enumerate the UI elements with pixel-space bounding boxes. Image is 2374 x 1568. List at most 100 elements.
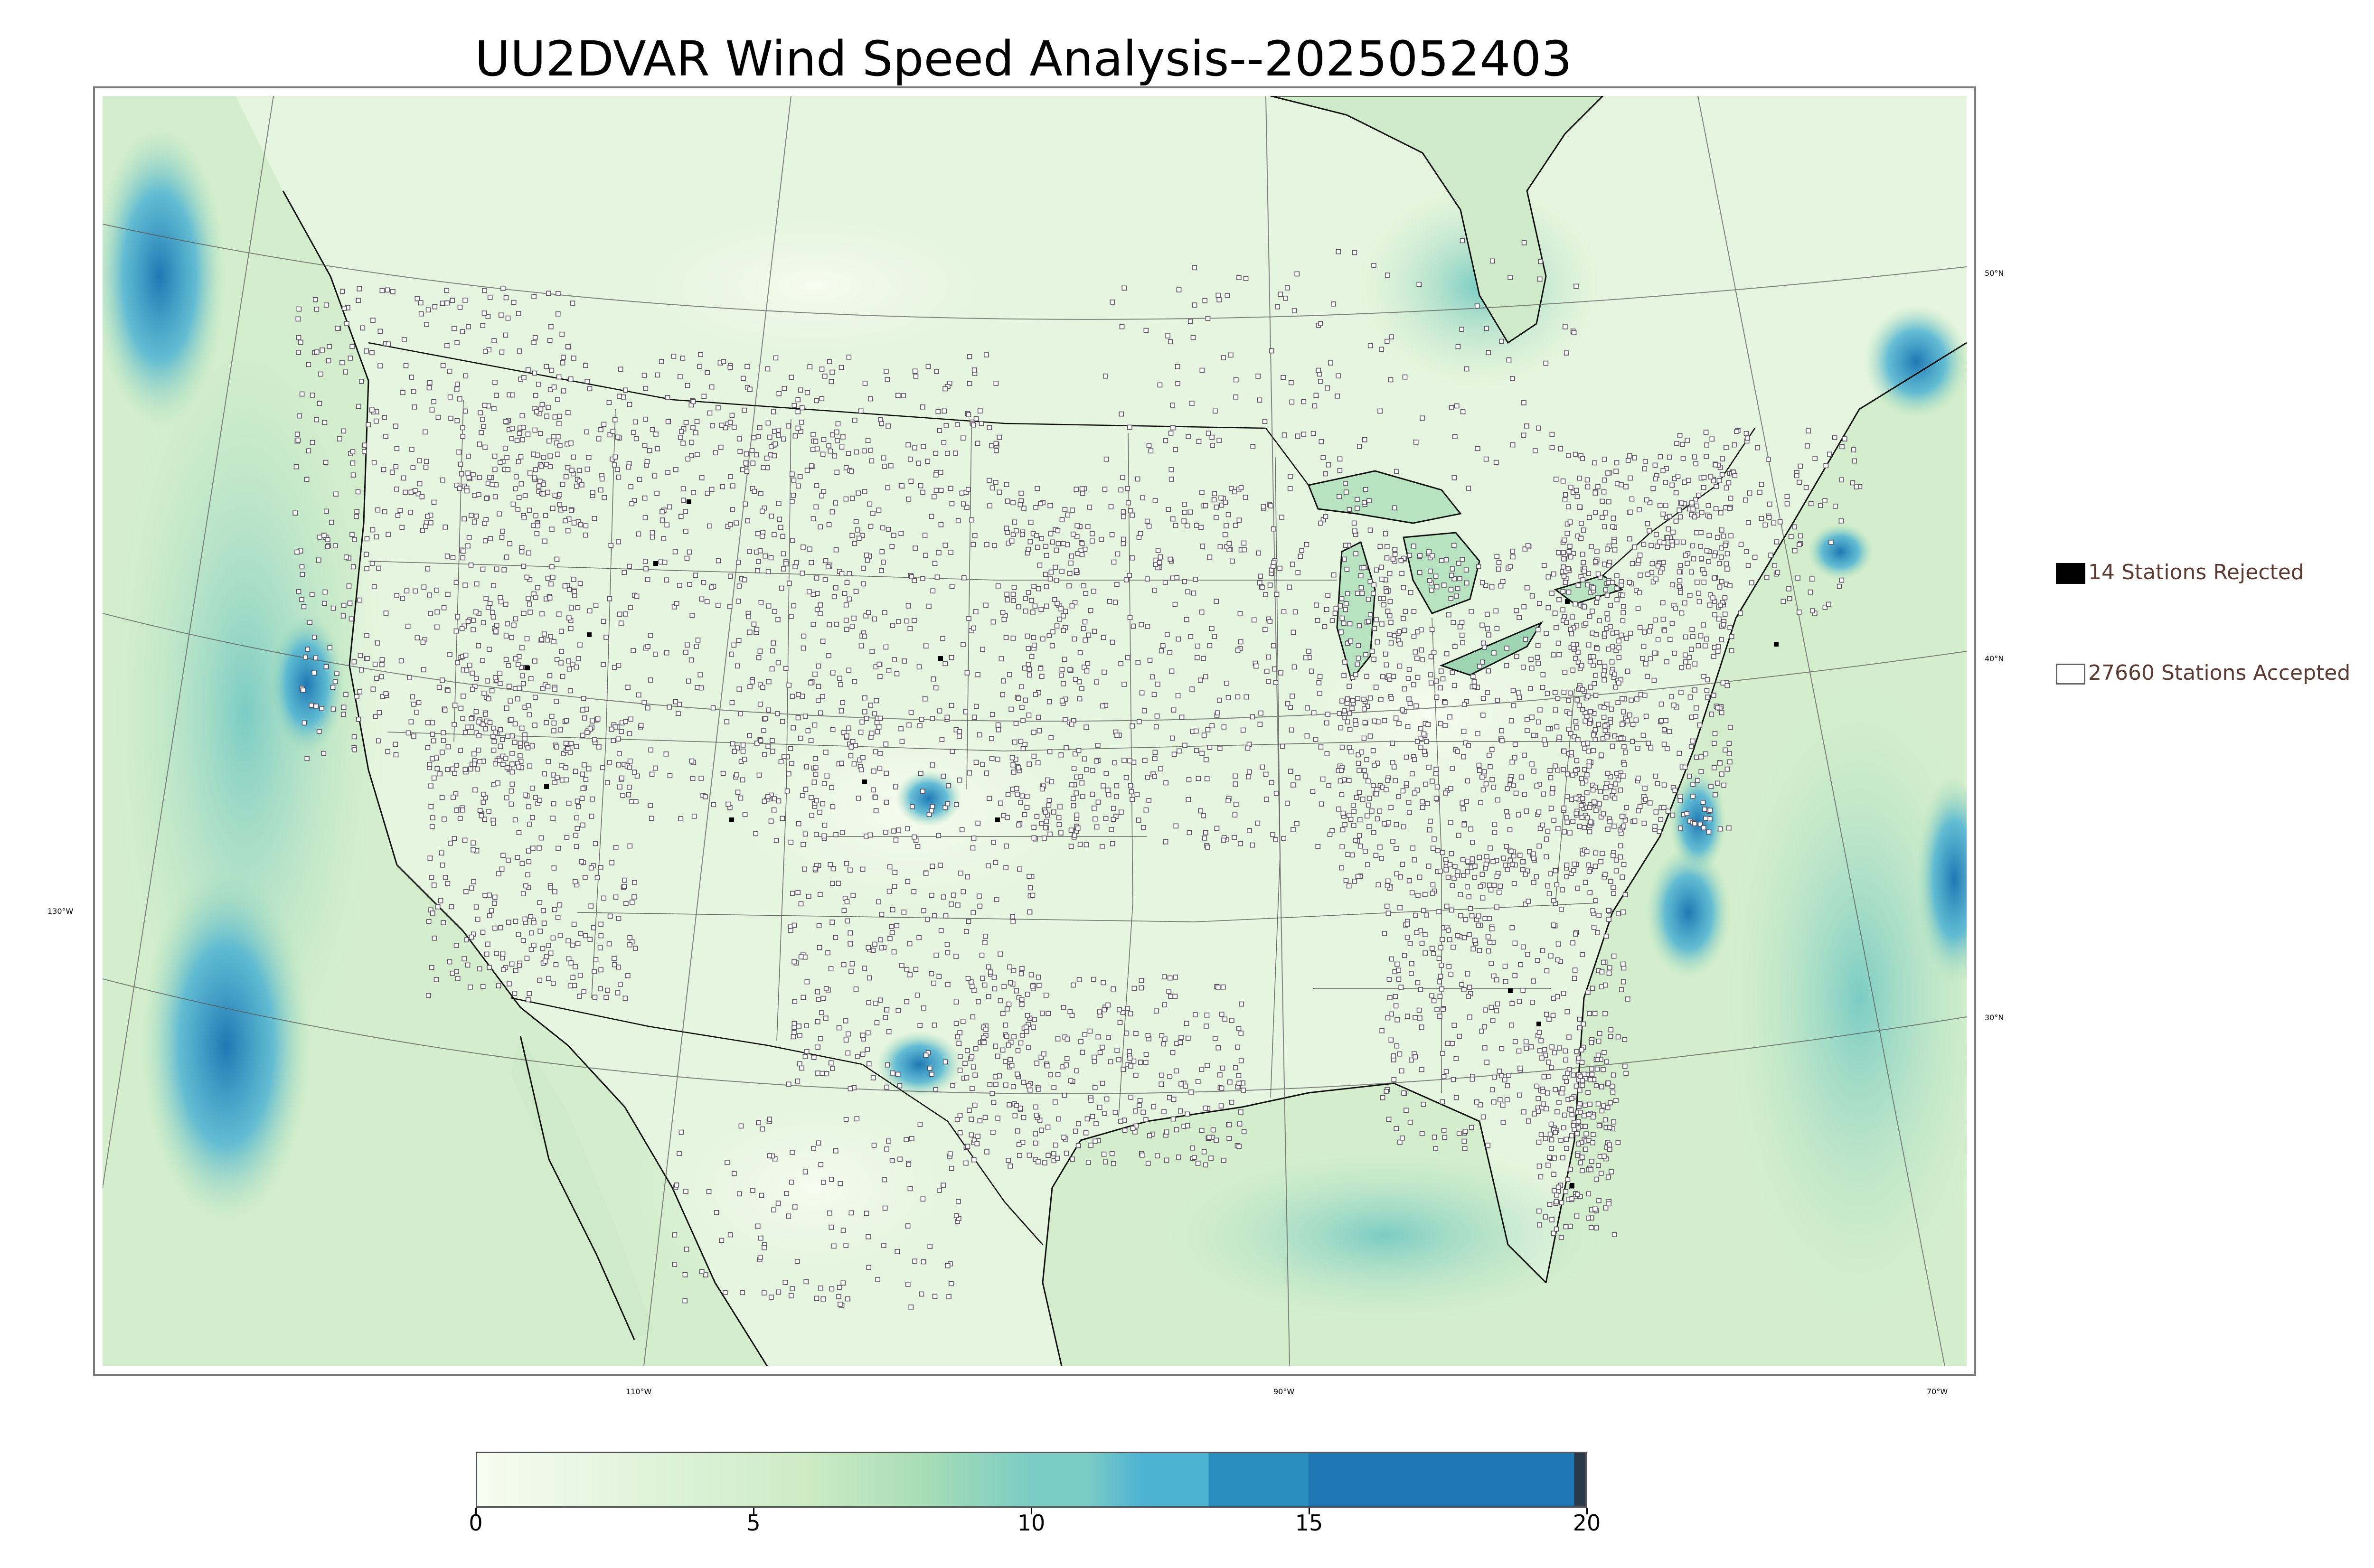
station-accepted-marker — [1514, 608, 1519, 613]
station-accepted-marker — [1135, 660, 1141, 666]
station-accepted-marker — [351, 747, 357, 752]
station-accepted-marker — [1392, 552, 1398, 557]
station-accepted-marker — [1027, 873, 1032, 879]
station-accepted-marker — [1478, 800, 1483, 805]
station-accepted-marker — [558, 660, 564, 666]
station-accepted-marker — [305, 647, 310, 652]
station-accepted-marker — [1187, 830, 1192, 836]
station-accepted-marker — [560, 360, 565, 366]
station-accepted-marker — [1100, 844, 1105, 849]
station-accepted-marker — [494, 623, 499, 628]
station-accepted-marker — [1549, 1145, 1554, 1151]
station-accepted-marker — [438, 898, 443, 903]
station-accepted-marker — [1143, 1060, 1149, 1065]
station-accepted-marker — [1438, 868, 1443, 874]
station-accepted-marker — [827, 622, 832, 628]
station-accepted-marker — [1590, 1140, 1595, 1145]
station-accepted-marker — [618, 366, 623, 372]
station-accepted-marker — [1373, 853, 1379, 858]
station-accepted-marker — [366, 422, 371, 428]
station-accepted-marker — [303, 654, 308, 660]
station-accepted-marker — [1460, 409, 1466, 414]
station-accepted-marker — [1554, 1192, 1559, 1198]
station-accepted-marker — [1398, 985, 1404, 990]
station-accepted-marker — [810, 592, 816, 597]
station-accepted-marker — [1483, 1007, 1488, 1013]
station-accepted-marker — [755, 434, 761, 439]
station-accepted-marker — [403, 489, 408, 495]
station-accepted-marker — [1591, 1132, 1596, 1137]
station-accepted-marker — [1205, 1063, 1210, 1068]
station-accepted-marker — [1204, 1023, 1209, 1029]
station-accepted-marker — [369, 407, 375, 413]
station-accepted-marker — [1236, 1080, 1242, 1086]
station-accepted-marker — [800, 570, 805, 576]
station-accepted-marker — [1622, 1037, 1628, 1042]
station-accepted-marker — [1056, 1116, 1061, 1122]
station-accepted-marker — [1022, 742, 1028, 747]
station-accepted-marker — [1488, 887, 1494, 892]
station-accepted-marker — [796, 692, 801, 697]
station-accepted-marker — [584, 429, 589, 435]
station-accepted-marker — [1229, 486, 1234, 491]
station-accepted-marker — [301, 720, 307, 726]
station-accepted-marker — [929, 1071, 934, 1077]
station-accepted-marker — [1536, 1139, 1542, 1145]
station-accepted-marker — [1537, 1222, 1542, 1228]
station-accepted-marker — [1657, 539, 1663, 545]
station-accepted-marker — [1598, 789, 1603, 794]
station-accepted-marker — [1609, 1169, 1614, 1174]
station-accepted-marker — [487, 475, 492, 480]
station-accepted-marker — [765, 743, 771, 749]
station-accepted-marker — [1094, 679, 1099, 685]
station-accepted-marker — [350, 460, 356, 466]
station-accepted-marker — [849, 469, 854, 474]
station-accepted-marker — [454, 340, 460, 346]
station-accepted-marker — [1024, 1024, 1029, 1030]
station-accepted-marker — [942, 386, 948, 392]
station-accepted-marker — [1674, 539, 1680, 545]
high-wind-atlantic-carolina — [1646, 846, 1731, 979]
station-accepted-marker — [1339, 744, 1345, 750]
station-accepted-marker — [1495, 797, 1500, 803]
station-accepted-marker — [1580, 1078, 1585, 1083]
station-accepted-marker — [364, 566, 370, 572]
station-accepted-marker — [551, 384, 557, 390]
station-accepted-marker — [460, 716, 466, 721]
station-accepted-marker — [693, 430, 698, 436]
station-accepted-marker — [1205, 845, 1210, 850]
station-accepted-marker — [1637, 507, 1642, 513]
station-accepted-marker — [1051, 1151, 1056, 1156]
station-accepted-marker — [1720, 680, 1726, 686]
station-accepted-marker — [496, 983, 501, 988]
station-accepted-marker — [532, 723, 537, 728]
station-accepted-marker — [1562, 537, 1567, 543]
station-accepted-marker — [1044, 553, 1049, 558]
station-accepted-marker — [1059, 667, 1065, 672]
station-accepted-marker — [1055, 1072, 1061, 1077]
station-accepted-marker — [1202, 836, 1207, 841]
station-accepted-marker — [961, 501, 966, 507]
station-accepted-marker — [1139, 690, 1145, 695]
station-accepted-marker — [753, 831, 759, 836]
station-accepted-marker — [428, 611, 433, 616]
station-accepted-marker — [674, 601, 679, 606]
station-accepted-marker — [790, 891, 795, 896]
station-accepted-marker — [1036, 586, 1041, 592]
station-accepted-marker — [572, 589, 577, 594]
station-accepted-marker — [1385, 778, 1390, 783]
station-accepted-marker — [1348, 817, 1354, 822]
station-accepted-marker — [1461, 822, 1467, 827]
station-accepted-marker — [1152, 588, 1157, 593]
station-accepted-marker — [1545, 883, 1550, 889]
station-accepted-marker — [606, 400, 612, 405]
station-accepted-marker — [727, 604, 733, 609]
station-accepted-marker — [953, 451, 958, 456]
station-accepted-marker — [998, 951, 1003, 957]
station-accepted-marker — [1388, 805, 1394, 810]
station-accepted-marker — [1619, 987, 1624, 993]
station-accepted-marker — [677, 582, 682, 588]
station-accepted-marker — [1152, 498, 1158, 503]
station-accepted-marker — [1698, 633, 1704, 638]
station-accepted-marker — [1215, 710, 1220, 715]
